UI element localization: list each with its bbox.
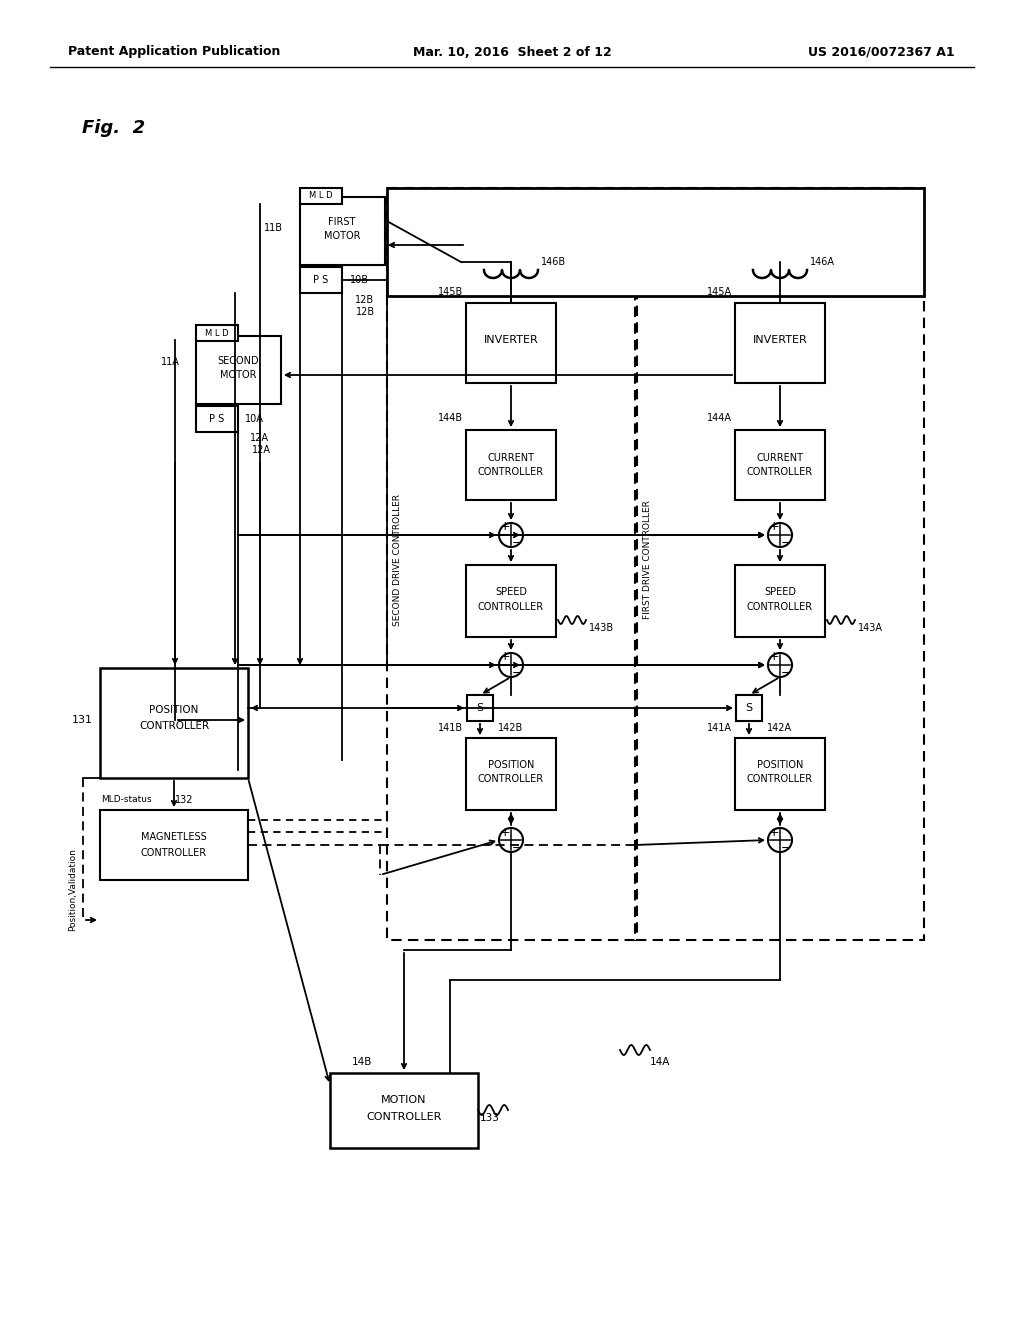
Text: +: + <box>769 825 779 838</box>
Bar <box>100 668 248 777</box>
Text: M L D: M L D <box>309 191 333 201</box>
Text: S: S <box>476 704 483 713</box>
Text: 12B: 12B <box>356 308 375 317</box>
Bar <box>387 187 924 296</box>
Text: 10B: 10B <box>350 275 369 285</box>
Text: SPEED: SPEED <box>495 587 527 597</box>
Text: CONTROLLER: CONTROLLER <box>746 467 813 477</box>
Text: −: − <box>512 842 522 854</box>
Text: POSITION: POSITION <box>150 705 199 715</box>
Text: CURRENT: CURRENT <box>757 453 804 463</box>
Text: CURRENT: CURRENT <box>487 453 535 463</box>
Bar <box>637 187 924 940</box>
Text: 12A: 12A <box>250 433 269 444</box>
Bar <box>196 407 238 432</box>
Bar <box>466 738 556 810</box>
Text: MAGNETLESS: MAGNETLESS <box>141 832 207 842</box>
Text: 145B: 145B <box>437 286 463 297</box>
Text: +: + <box>769 520 779 533</box>
Text: Position,Validation: Position,Validation <box>69 849 78 932</box>
Bar <box>735 565 825 638</box>
Text: +: + <box>500 825 510 838</box>
Text: CONTROLLER: CONTROLLER <box>478 467 544 477</box>
Bar <box>196 325 238 341</box>
Bar <box>466 304 556 383</box>
Text: 143B: 143B <box>589 623 614 634</box>
Bar <box>300 187 342 205</box>
Text: +: + <box>500 651 510 664</box>
Bar <box>466 565 556 638</box>
Text: 142A: 142A <box>767 723 793 733</box>
Text: CONTROLLER: CONTROLLER <box>139 721 209 731</box>
Text: 133: 133 <box>480 1113 500 1123</box>
Text: +: + <box>500 520 510 533</box>
Text: INVERTER: INVERTER <box>753 335 807 345</box>
Text: FIRST: FIRST <box>329 216 355 227</box>
Text: Mar. 10, 2016  Sheet 2 of 12: Mar. 10, 2016 Sheet 2 of 12 <box>413 45 611 58</box>
Bar <box>196 337 281 404</box>
Bar <box>467 696 493 721</box>
Text: INVERTER: INVERTER <box>483 335 539 345</box>
Text: P S: P S <box>209 414 224 424</box>
Text: 142B: 142B <box>499 723 523 733</box>
Text: −: − <box>512 667 522 680</box>
Text: FIRST DRIVE CONTROLLER: FIRST DRIVE CONTROLLER <box>643 500 652 619</box>
Text: 141B: 141B <box>438 723 463 733</box>
Text: SPEED: SPEED <box>764 587 796 597</box>
Text: CONTROLLER: CONTROLLER <box>746 602 813 612</box>
Text: CONTROLLER: CONTROLLER <box>478 602 544 612</box>
Text: M L D: M L D <box>205 329 228 338</box>
Bar <box>330 1073 478 1148</box>
Text: 131: 131 <box>72 715 93 725</box>
Text: CONTROLLER: CONTROLLER <box>478 774 544 784</box>
Text: SECOND DRIVE CONTROLLER: SECOND DRIVE CONTROLLER <box>392 494 401 626</box>
Text: −: − <box>780 667 792 680</box>
Bar <box>735 304 825 383</box>
Text: 10A: 10A <box>245 414 264 424</box>
Bar <box>466 430 556 500</box>
Text: 144B: 144B <box>438 413 463 422</box>
Text: POSITION: POSITION <box>757 760 803 770</box>
Text: MOTION: MOTION <box>381 1096 427 1105</box>
Text: 14B: 14B <box>352 1057 373 1067</box>
Text: 11A: 11A <box>161 356 180 367</box>
Text: −: − <box>780 842 792 854</box>
Text: 144A: 144A <box>707 413 732 422</box>
Text: CONTROLLER: CONTROLLER <box>746 774 813 784</box>
Text: Fig.  2: Fig. 2 <box>82 119 145 137</box>
Text: +: + <box>769 651 779 664</box>
Text: CONTROLLER: CONTROLLER <box>141 847 207 858</box>
Bar <box>100 810 248 880</box>
Bar <box>300 197 385 265</box>
Text: 146A: 146A <box>810 257 835 267</box>
Text: POSITION: POSITION <box>487 760 535 770</box>
Bar <box>300 267 342 293</box>
Text: MOTOR: MOTOR <box>324 231 360 242</box>
Text: S: S <box>745 704 753 713</box>
Text: MOTOR: MOTOR <box>220 370 256 380</box>
Text: 145A: 145A <box>707 286 732 297</box>
Text: 12B: 12B <box>355 294 374 305</box>
Text: 11B: 11B <box>264 223 283 234</box>
Text: US 2016/0072367 A1: US 2016/0072367 A1 <box>808 45 955 58</box>
Text: 146B: 146B <box>541 257 566 267</box>
Text: 132: 132 <box>175 795 194 805</box>
Bar <box>387 187 635 940</box>
Text: −: − <box>512 536 522 549</box>
Text: 12A: 12A <box>252 445 271 455</box>
Text: 14A: 14A <box>650 1057 671 1067</box>
Text: 141A: 141A <box>707 723 732 733</box>
Text: MLD-status: MLD-status <box>101 796 152 804</box>
Bar <box>736 696 762 721</box>
Text: SECOND: SECOND <box>217 356 259 366</box>
Text: CONTROLLER: CONTROLLER <box>367 1111 441 1122</box>
Text: −: − <box>780 536 792 549</box>
Text: P S: P S <box>313 275 329 285</box>
Text: Patent Application Publication: Patent Application Publication <box>68 45 281 58</box>
Bar <box>735 430 825 500</box>
Bar <box>735 738 825 810</box>
Text: 143A: 143A <box>858 623 883 634</box>
